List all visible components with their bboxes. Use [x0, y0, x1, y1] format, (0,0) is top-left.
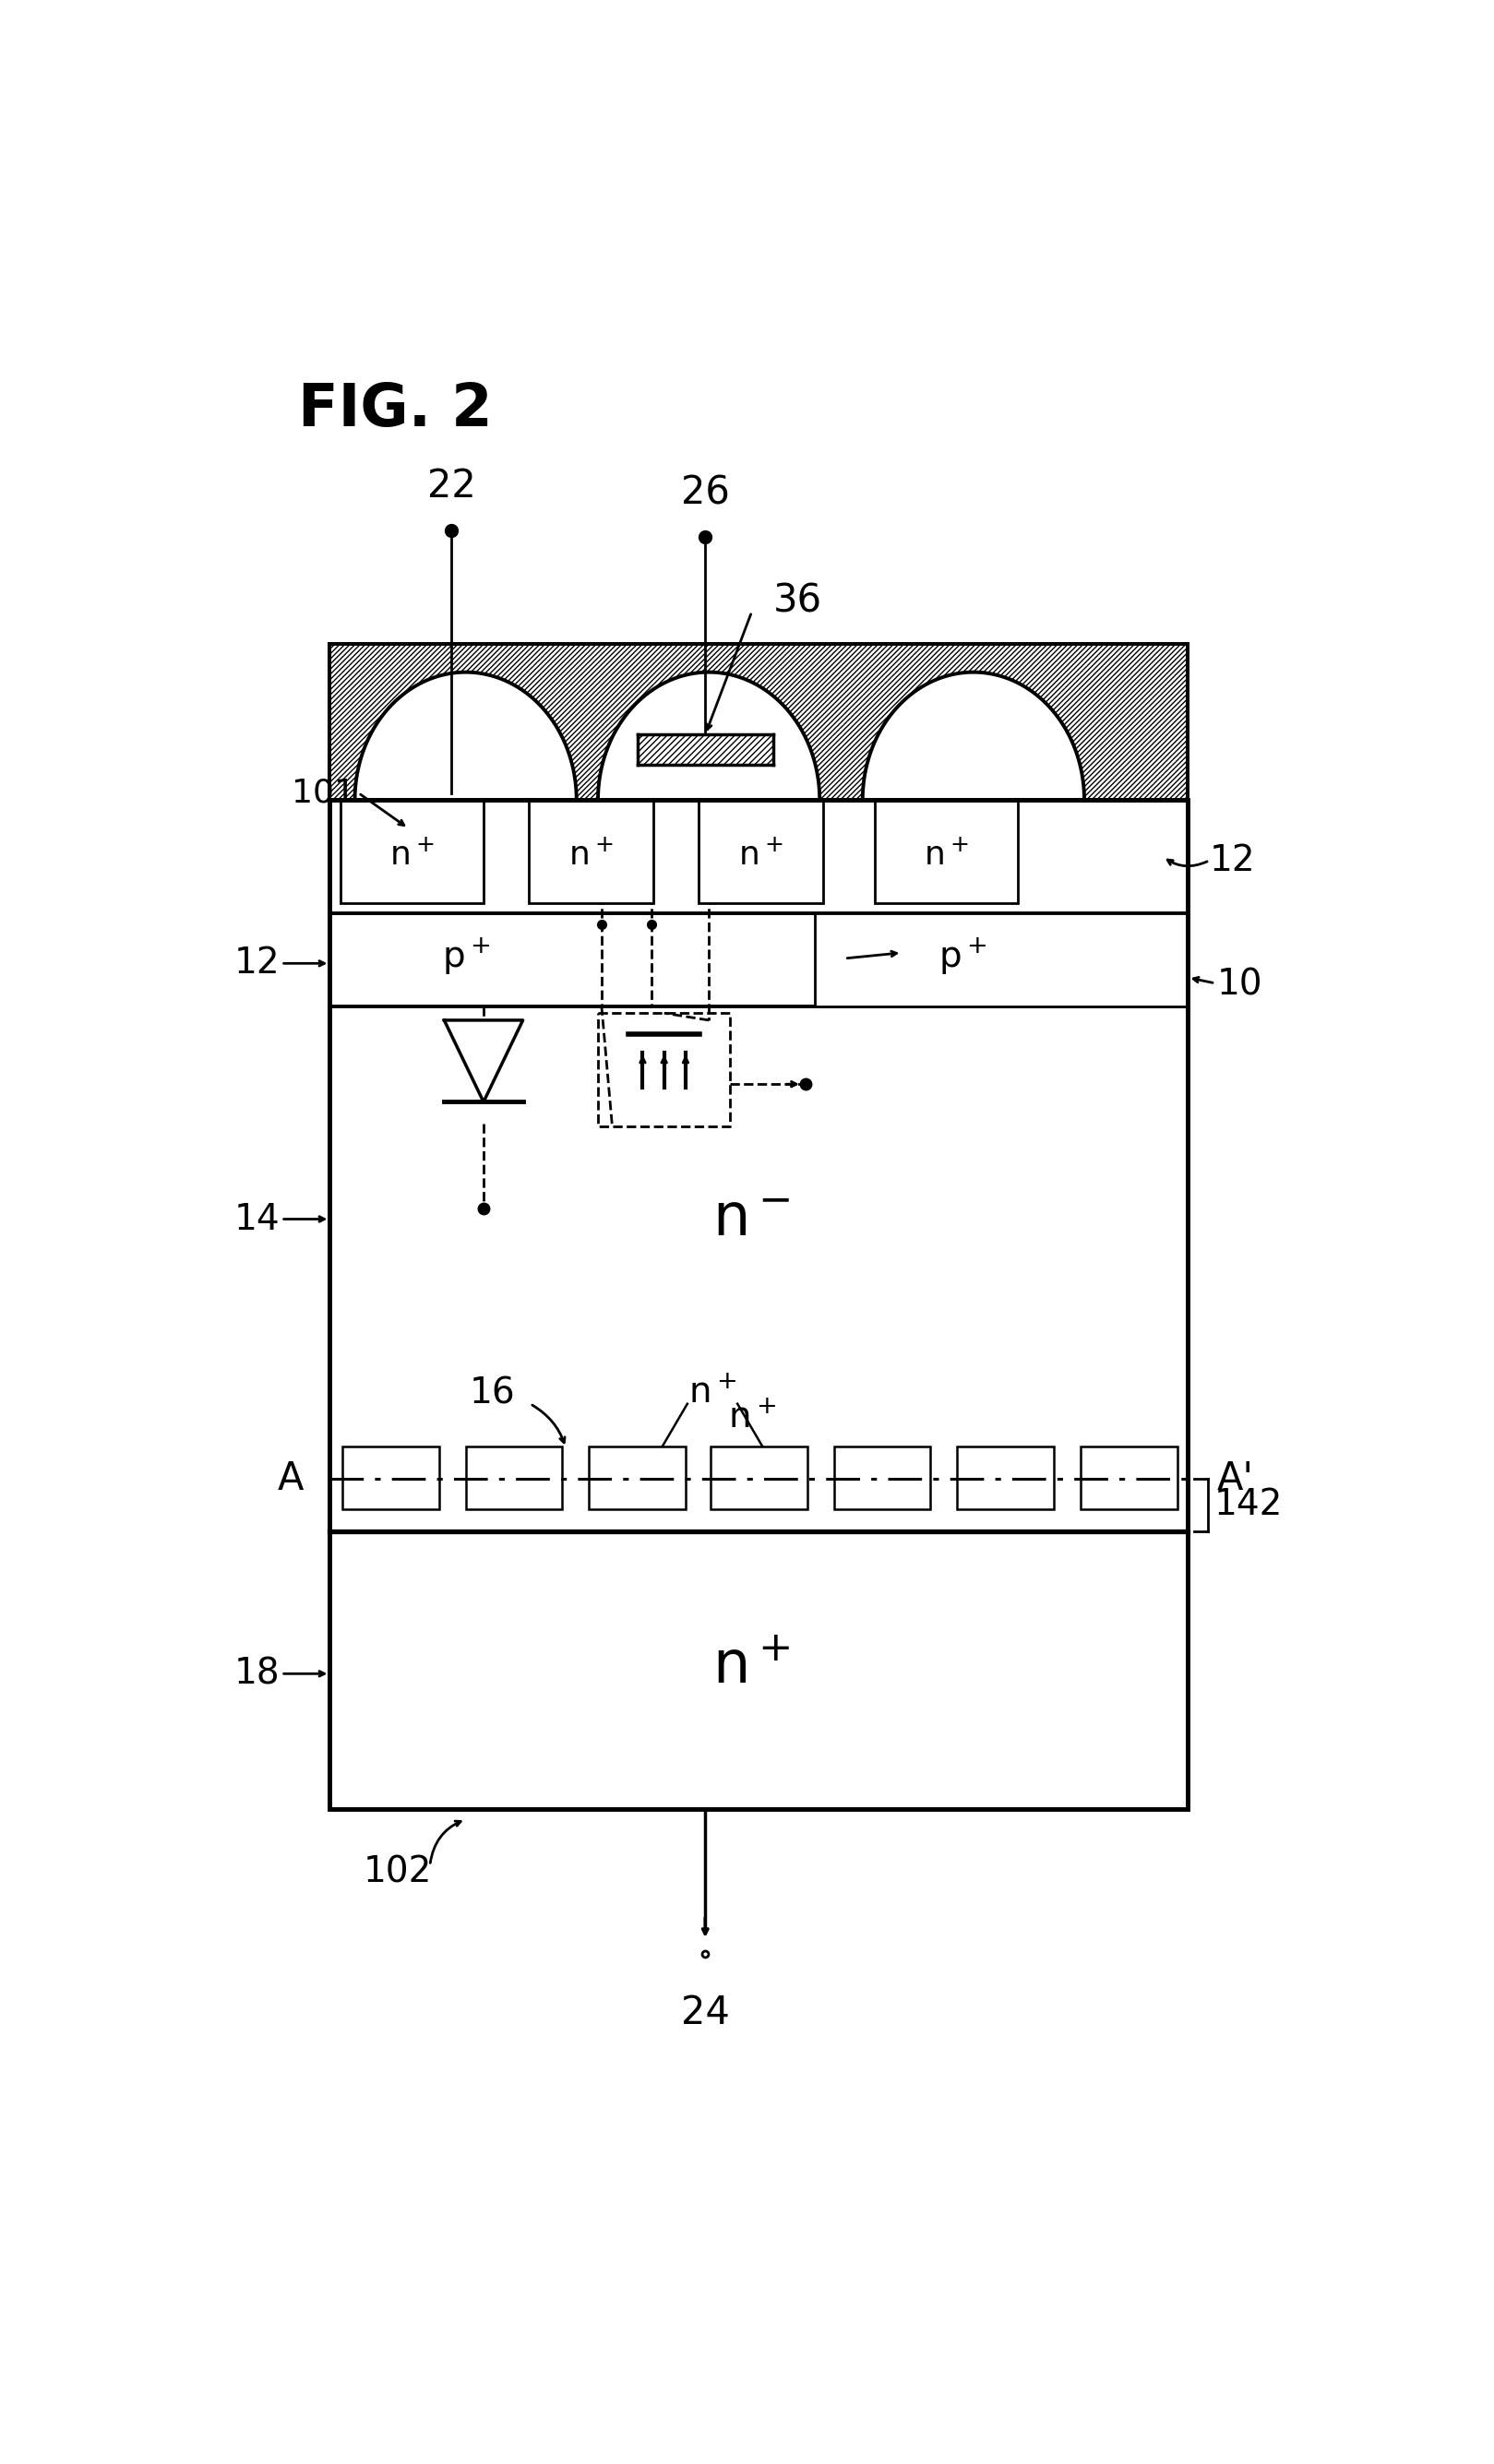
Text: $\mathregular{n^-}$: $\mathregular{n^-}$ [713, 1190, 790, 1247]
Polygon shape [862, 673, 1085, 801]
Bar [529, 801, 654, 902]
Bar [711, 1446, 808, 1508]
Bar [330, 801, 1188, 1809]
Text: 142: 142 [1213, 1488, 1282, 1523]
Text: $\mathregular{n^+}$: $\mathregular{n^+}$ [390, 840, 435, 870]
Bar [466, 1446, 562, 1508]
Bar [341, 801, 484, 902]
Text: 14: 14 [235, 1202, 279, 1237]
Text: 36: 36 [774, 582, 822, 621]
Text: $\mathregular{n^+}$: $\mathregular{n^+}$ [689, 1375, 737, 1412]
Text: 18: 18 [235, 1656, 279, 1690]
Text: 16: 16 [469, 1375, 515, 1412]
Text: 24: 24 [681, 1993, 729, 2033]
Text: $\mathregular{n^+}$: $\mathregular{n^+}$ [923, 840, 968, 870]
Bar [330, 801, 1188, 1809]
Text: FIG. 2: FIG. 2 [297, 382, 492, 439]
Text: $\mathregular{p^+}$: $\mathregular{p^+}$ [938, 936, 988, 976]
Text: 13: 13 [844, 941, 890, 978]
Text: 101: 101 [291, 776, 354, 808]
Bar [834, 1446, 931, 1508]
Text: 12: 12 [1210, 843, 1255, 877]
Bar [342, 1446, 439, 1508]
Text: $\mathregular{n^+}$: $\mathregular{n^+}$ [738, 840, 783, 870]
Bar [1080, 1446, 1177, 1508]
Text: $\mathregular{n^+}$: $\mathregular{n^+}$ [569, 840, 614, 870]
Text: 102: 102 [363, 1855, 432, 1890]
Polygon shape [354, 673, 577, 801]
Text: 12: 12 [235, 946, 279, 981]
Text: $\mathregular{p^+}$: $\mathregular{p^+}$ [442, 936, 490, 976]
Text: 10: 10 [1216, 968, 1262, 1003]
Bar [330, 801, 1188, 1809]
Bar [638, 734, 774, 764]
Bar [958, 1446, 1053, 1508]
Bar [814, 914, 1186, 1005]
Bar [330, 643, 1188, 801]
Text: 26: 26 [681, 473, 729, 513]
Text: 22: 22 [427, 466, 475, 505]
Bar [330, 643, 1188, 801]
Text: A: A [278, 1459, 303, 1498]
Text: $\mathregular{n^+}$: $\mathregular{n^+}$ [728, 1400, 775, 1437]
Text: A': A' [1216, 1459, 1253, 1498]
Bar [875, 801, 1017, 902]
Text: $\mathregular{n^+}$: $\mathregular{n^+}$ [713, 1639, 790, 1695]
Bar [589, 1446, 686, 1508]
Bar [698, 801, 823, 902]
Polygon shape [444, 1020, 523, 1101]
Polygon shape [598, 673, 820, 801]
